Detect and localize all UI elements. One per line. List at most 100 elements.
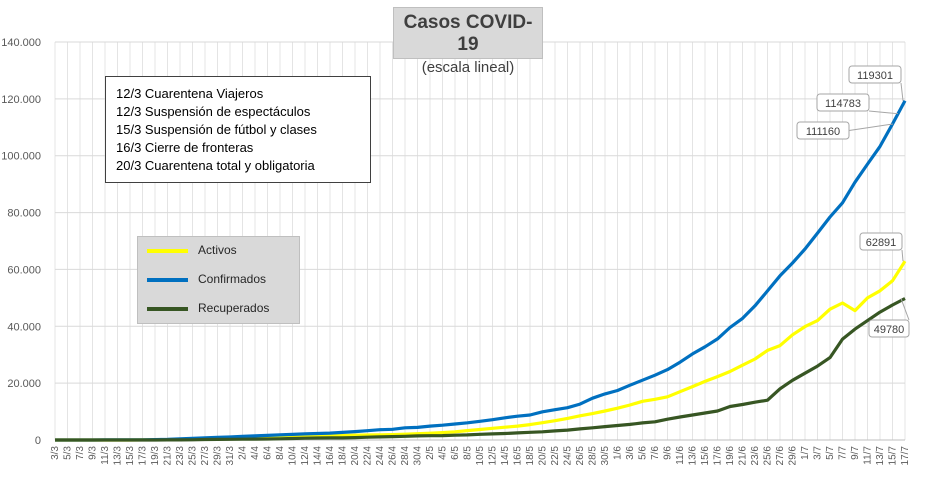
x-tick-label: 21/3 (163, 446, 174, 466)
y-tick-label: 120.000 (1, 94, 41, 106)
series-line-recuperados (55, 297, 906, 442)
legend-label-activos: Activos (198, 243, 237, 257)
x-tick-label: 12/5 (488, 446, 499, 466)
y-tick-label: 80.000 (7, 208, 41, 220)
callout-label: 119301 (857, 70, 893, 82)
x-tick-label: 6/5 (450, 446, 461, 460)
x-tick-label: 4/5 (438, 446, 449, 460)
x-tick-label: 18/5 (525, 446, 536, 466)
y-tick-label: 40.000 (7, 321, 41, 333)
x-tick-label: 29/3 (213, 446, 224, 466)
x-tick-label: 31/3 (225, 446, 236, 466)
x-tick-label: 7/6 (650, 446, 661, 460)
x-tick-label: 11/7 (863, 446, 874, 465)
x-tick-label: 4/4 (250, 446, 261, 460)
legend-item-recuperados: Recuperados (147, 299, 297, 319)
chart-subtitle: (escala lineal) (421, 59, 515, 76)
callout-box (796, 121, 850, 140)
note-line: 15/3 Suspensión de fútbol y clases (116, 122, 317, 137)
x-tick-label: 15/7 (888, 446, 899, 466)
x-tick-label: 7/7 (838, 446, 849, 460)
callout-box (848, 65, 902, 84)
callout-box (859, 232, 903, 251)
note-line: 16/3 Cierre de fronteras (116, 140, 254, 155)
y-tick-label: 60.000 (7, 264, 41, 276)
series-lines (55, 100, 907, 442)
x-tick-label: 20/5 (538, 446, 549, 466)
x-tick-label: 9/7 (850, 446, 861, 460)
x-tick-label: 24/5 (563, 446, 574, 466)
x-tick-label: 6/4 (263, 446, 274, 460)
callout-leader-line (900, 298, 910, 321)
y-tick-label: 0 (35, 435, 41, 447)
callout-label: 114783 (825, 98, 861, 110)
x-tick-label: 19/6 (725, 446, 736, 466)
chart-legend: Activos Confirmados Recuperados (137, 236, 300, 324)
x-tick-label: 13/7 (875, 446, 886, 466)
x-tick-label: 5/6 (638, 446, 649, 460)
callout-leader-line (868, 110, 899, 115)
legend-label-confirmados: Confirmados (198, 272, 267, 286)
x-tick-label: 11/6 (675, 446, 686, 465)
events-notes-box: 12/3 Cuarentena Viajeros 12/3 Suspensión… (105, 76, 371, 183)
note-line: 12/3 Suspensión de espectáculos (116, 104, 311, 119)
x-tick-label: 17/3 (138, 446, 149, 466)
y-tick-label: 100.000 (1, 151, 41, 163)
callout-label: 111160 (806, 126, 840, 138)
x-tick-label: 30/4 (413, 446, 424, 466)
x-tick-label: 11/3 (100, 446, 111, 465)
x-tick-label: 16/5 (513, 446, 524, 466)
x-tick-label: 12/4 (300, 446, 311, 466)
x-tick-label: 14/5 (500, 446, 511, 466)
x-tick-label: 30/5 (600, 446, 611, 466)
x-tick-label: 3/7 (813, 446, 824, 460)
x-tick-label: 1/7 (800, 446, 811, 460)
x-tick-label: 18/4 (338, 446, 349, 466)
legend-item-activos: Activos (147, 241, 297, 261)
x-tick-label: 15/6 (700, 446, 711, 466)
x-tick-label: 21/6 (738, 446, 749, 466)
x-tick-label: 29/6 (788, 446, 799, 466)
legend-item-confirmados: Confirmados (147, 270, 297, 290)
x-tick-label: 1/6 (613, 446, 624, 460)
x-tick-label: 19/3 (150, 446, 161, 466)
x-tick-label: 2/4 (238, 446, 249, 460)
callout-box (868, 319, 910, 338)
x-tick-label: 28/5 (588, 446, 599, 466)
y-tick-label: 20.000 (7, 378, 41, 390)
x-tick-label: 23/3 (175, 446, 186, 466)
chart-title-box: Casos COVID-19 (escala lineal) (393, 7, 543, 76)
x-tick-label: 28/4 (400, 446, 411, 466)
x-tick-label: 27/6 (775, 446, 786, 466)
x-tick-label: 17/6 (713, 446, 724, 466)
y-axis-tick-labels: 0 20.000 40.000 60.000 80.000 100.000 120.000 1… (1, 37, 41, 447)
note-line: 20/3 Cuarentena total y obligatoria (116, 158, 315, 173)
x-tick-label: 10/5 (475, 446, 486, 466)
y-tick-label: 140.000 (1, 37, 41, 49)
x-tick-label: 27/3 (200, 446, 211, 466)
x-tick-label: 25/3 (188, 446, 199, 466)
x-tick-label: 14/4 (313, 446, 324, 466)
x-tick-label: 17/7 (900, 446, 911, 466)
x-tick-label: 25/6 (763, 446, 774, 466)
note-line: 12/3 Cuarentena Viajeros (116, 86, 264, 101)
x-tick-label: 24/4 (375, 446, 386, 466)
x-tick-label: 2/5 (425, 446, 436, 460)
x-tick-label: 10/4 (288, 446, 299, 466)
callout-label: 62891 (866, 237, 897, 249)
x-tick-label: 3/3 (50, 446, 61, 460)
chart-title: Casos COVID-19 (403, 12, 533, 55)
data-callouts: 119301 114783 111160 62891 49780 (796, 65, 910, 338)
x-tick-label: 15/3 (125, 446, 136, 466)
x-tick-label: 7/3 (75, 446, 86, 460)
x-tick-label: 22/5 (550, 446, 561, 466)
x-tick-label: 20/4 (350, 446, 361, 466)
legend-label-recuperados: Recuperados (198, 301, 270, 315)
callout-box (816, 93, 870, 112)
x-tick-label: 26/4 (388, 446, 399, 466)
x-tick-label: 23/6 (750, 446, 761, 466)
callout-label: 49780 (874, 324, 905, 336)
x-tick-label: 22/4 (363, 446, 374, 466)
x-tick-label: 13/6 (688, 446, 699, 466)
legend-swatch-confirmados (147, 278, 188, 282)
